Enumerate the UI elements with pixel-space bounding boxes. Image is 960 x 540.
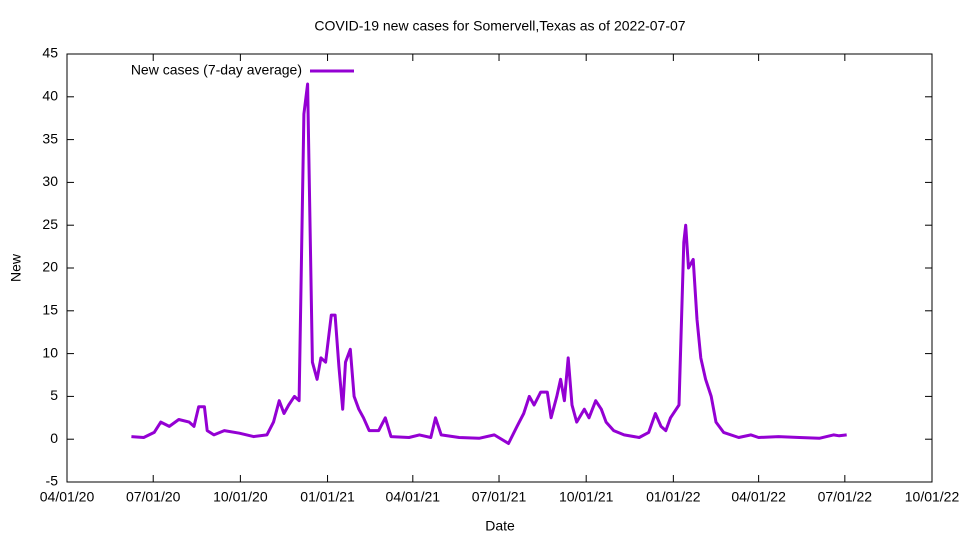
x-tick-label: 01/01/21 (300, 489, 355, 505)
x-tick-label: 07/01/20 (126, 489, 181, 505)
y-tick-label: 15 (42, 302, 58, 318)
x-tick-label: 01/01/22 (646, 489, 701, 505)
y-tick-label: 5 (50, 387, 58, 403)
y-tick-label: 35 (42, 130, 58, 146)
x-tick-label: 10/01/22 (905, 489, 960, 505)
y-tick-label: 40 (42, 88, 58, 104)
y-tick-label: 25 (42, 216, 58, 232)
x-tick-label: 04/01/20 (40, 489, 95, 505)
y-tick-label: 45 (42, 45, 58, 61)
y-tick-label: 10 (42, 344, 58, 360)
x-tick-label: 10/01/21 (559, 489, 614, 505)
y-tick-label: 30 (42, 173, 58, 189)
x-tick-label: 07/01/22 (818, 489, 873, 505)
x-tick-label: 04/01/22 (731, 489, 786, 505)
x-tick-label: 10/01/20 (213, 489, 268, 505)
y-tick-label: 0 (50, 430, 58, 446)
chart-title: COVID-19 new cases for Somervell,Texas a… (314, 18, 685, 34)
series-line (131, 82, 847, 445)
x-axis-label: Date (485, 518, 515, 534)
x-tick-label: 04/01/21 (386, 489, 441, 505)
y-tick-label: -5 (46, 473, 59, 489)
y-axis-label: New (8, 253, 24, 282)
legend-label: New cases (7-day average) (131, 62, 302, 78)
y-tick-label: 20 (42, 259, 58, 275)
x-tick-label: 07/01/21 (472, 489, 527, 505)
